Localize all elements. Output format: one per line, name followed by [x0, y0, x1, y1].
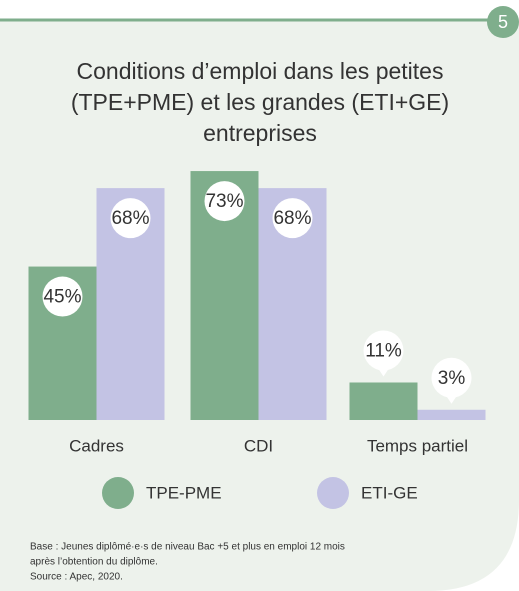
label-bubble: [272, 198, 313, 239]
bar: [417, 409, 486, 420]
note: après l’obtention du diplôme.: [30, 557, 158, 568]
legend-label: TPE-PME: [146, 483, 222, 502]
label-bubble: [42, 276, 83, 317]
data-label: 3%: [438, 368, 466, 389]
x-tick-label: CDI: [244, 436, 273, 455]
legend-swatch: [102, 477, 134, 509]
note: Source : Apec, 2020.: [30, 572, 123, 583]
data-label: 45%: [43, 287, 81, 308]
note: Base : Jeunes diplômé·e·s de niveau Bac …: [30, 542, 345, 553]
data-label: 68%: [273, 208, 311, 229]
label-bubble: [363, 330, 404, 371]
badge-circle: [487, 6, 519, 38]
data-label: 68%: [111, 208, 149, 229]
legend-label: ETI-GE: [361, 483, 418, 502]
label-bubble: [204, 181, 245, 222]
legend-swatch: [317, 477, 349, 509]
label-bubble: [110, 198, 151, 239]
chart-title: Conditions d’emploi dans les petites (TP…: [70, 58, 450, 146]
data-label: 11%: [365, 341, 402, 362]
label-bubble: [431, 357, 472, 398]
x-tick-label: Temps partiel: [367, 436, 468, 455]
data-label: 73%: [205, 191, 243, 212]
badge: 5: [498, 12, 508, 32]
x-tick-label: Cadres: [69, 436, 124, 455]
bar: [349, 382, 418, 420]
